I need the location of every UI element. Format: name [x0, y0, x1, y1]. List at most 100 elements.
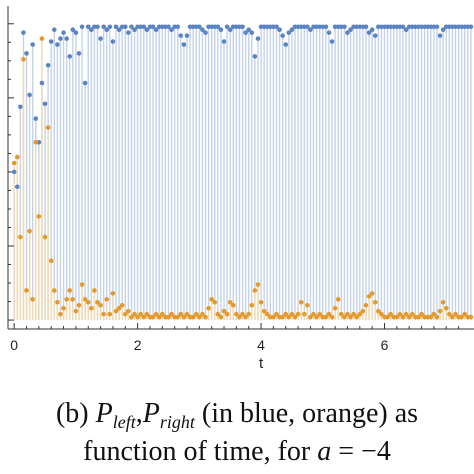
- P_right-point: [264, 311, 270, 317]
- P_right-point: [153, 311, 159, 317]
- P_left-point: [45, 62, 51, 68]
- P_right-point: [246, 311, 252, 317]
- P_right-point: [51, 288, 57, 293]
- P_right-point: [369, 291, 375, 296]
- P_left-point: [39, 80, 45, 86]
- P_left-point: [18, 104, 23, 110]
- P_right-point: [224, 311, 230, 317]
- P_left-point: [166, 24, 171, 30]
- P_left-point: [64, 36, 69, 41]
- P_left-point: [153, 27, 159, 33]
- P_right-point: [200, 311, 205, 317]
- P_left-point: [184, 33, 190, 38]
- P_right-point: [376, 308, 381, 314]
- P_right-point: [462, 311, 468, 317]
- P_left-point: [73, 30, 79, 35]
- P_left-point: [24, 51, 29, 56]
- P_left-point: [55, 42, 60, 47]
- P_left-point: [403, 27, 409, 33]
- P_left-point: [150, 24, 156, 30]
- P_left-point: [98, 36, 103, 41]
- P_right-point: [298, 299, 304, 305]
- P_right-point: [258, 299, 264, 305]
- P_right-point: [104, 297, 110, 302]
- P_left-point: [101, 24, 106, 30]
- P_right-point: [363, 302, 369, 308]
- P_left-point: [48, 39, 54, 44]
- right-subscript: right: [159, 412, 195, 432]
- P_left-point: [440, 27, 446, 33]
- P_right-point: [286, 314, 292, 320]
- P_left-point: [21, 30, 26, 35]
- left-subscript: left: [112, 412, 136, 432]
- P_right-point: [42, 234, 48, 240]
- P_right-point: [79, 282, 85, 287]
- P_left-point: [434, 24, 440, 30]
- P_right-point: [354, 314, 360, 320]
- P_right-point: [255, 282, 261, 287]
- P_left-point: [240, 24, 245, 30]
- P_left-point: [67, 54, 73, 59]
- P_right-point: [292, 314, 298, 320]
- P_left-point: [246, 27, 252, 33]
- P_right-point: [230, 302, 236, 308]
- x-tick-label: 6: [381, 337, 389, 353]
- P_left-point: [85, 24, 91, 30]
- P_right-point: [440, 299, 446, 305]
- P_right-point: [132, 311, 137, 317]
- P_right-point: [261, 308, 267, 314]
- P_right-point: [342, 314, 347, 320]
- P_right-point: [372, 299, 378, 305]
- P_left-point: [200, 27, 205, 33]
- P_right-point: [178, 311, 184, 317]
- P_right-point: [252, 288, 258, 293]
- P_right-point: [459, 314, 464, 320]
- a-value: = −4: [338, 436, 391, 467]
- P_left-point: [280, 33, 285, 38]
- P_left-point: [366, 30, 372, 35]
- P_left-point: [178, 33, 184, 38]
- P_right-point: [379, 311, 384, 317]
- P_left-point: [326, 30, 332, 35]
- P_left-point: [58, 36, 63, 41]
- P_right-point: [431, 311, 437, 317]
- P_left-point: [181, 42, 187, 47]
- P_right-point: [400, 314, 406, 320]
- P_right-point: [317, 311, 322, 317]
- P_right-point: [338, 311, 344, 317]
- P_right-point: [305, 302, 310, 308]
- P_right-point: [116, 305, 122, 311]
- P_left-point: [221, 39, 227, 44]
- P_left-point: [329, 39, 335, 44]
- P_left-point: [255, 36, 261, 41]
- P_left-point: [104, 27, 110, 33]
- P_left-point: [51, 27, 57, 33]
- P_left-point: [308, 27, 313, 33]
- P_right-point: [193, 311, 199, 317]
- P_right-point: [351, 311, 356, 317]
- P_left-point: [369, 27, 375, 33]
- caption-prefix: (b): [55, 398, 89, 429]
- x-axis-label: t: [259, 355, 264, 372]
- P_right-point: [110, 291, 116, 296]
- P_right-point: [21, 57, 26, 62]
- P_right-point: [197, 314, 202, 320]
- P_right-point: [283, 311, 289, 317]
- P_left-point: [468, 24, 474, 30]
- axes-layer: 0 2 4 6: [7, 6, 474, 353]
- P_left-point: [89, 27, 94, 33]
- P_right-point: [39, 36, 45, 41]
- P_right-point: [403, 311, 409, 317]
- P_left-point: [400, 24, 406, 30]
- P_right-point: [209, 297, 214, 302]
- data-points-layer: [11, 24, 474, 320]
- P_right-point: [419, 311, 424, 317]
- P_right-point: [360, 308, 366, 314]
- P_left-point: [218, 27, 224, 33]
- P_right-point: [95, 299, 100, 305]
- P_left-point: [227, 27, 233, 33]
- P_right-point: [190, 314, 196, 320]
- x-tick-label: 2: [134, 337, 142, 353]
- P_left-point: [274, 24, 279, 30]
- P_right-point: [175, 314, 181, 320]
